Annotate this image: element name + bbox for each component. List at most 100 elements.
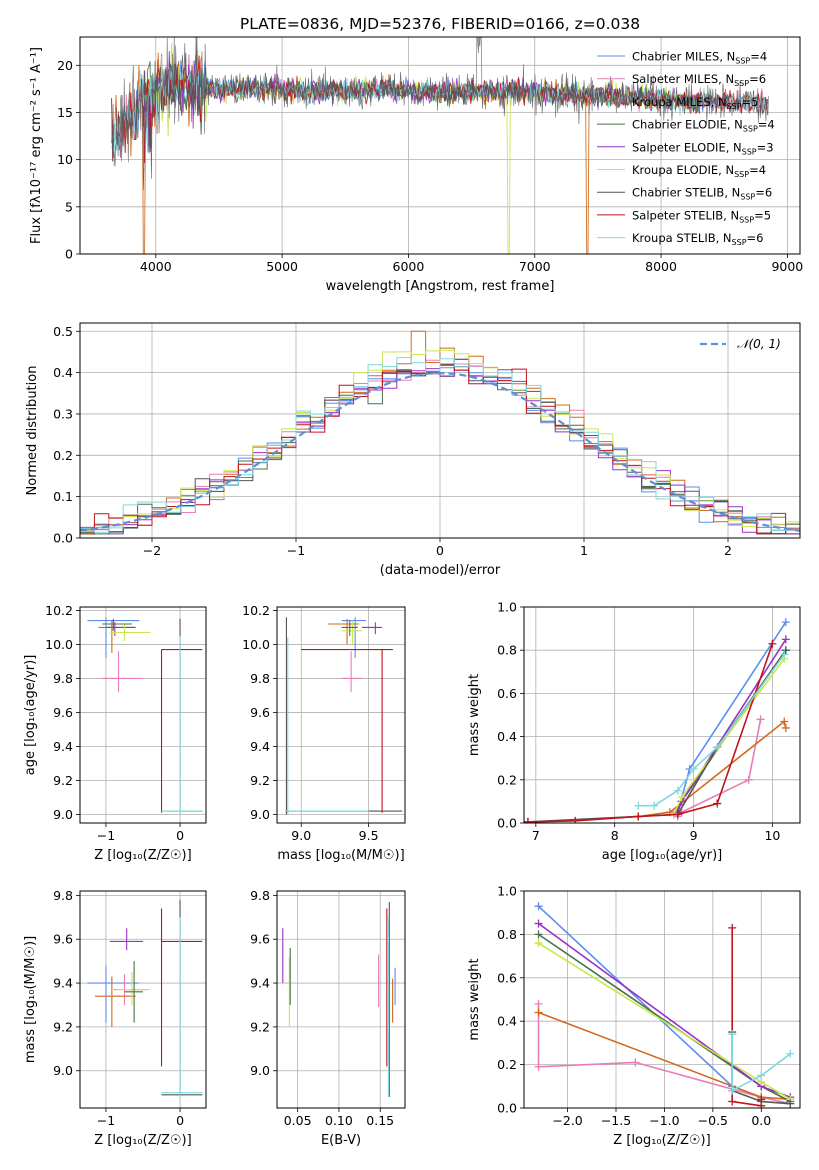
legend-entry: Kroupa ELODIE, NSSP=4 bbox=[632, 163, 766, 179]
series-point bbox=[634, 801, 643, 810]
chart-massweight_vs_age: 7 8 9 10 0.0 0.2 0.4 0.6 0.8 1.0 age [log₁₀(age/yr… bbox=[467, 600, 801, 863]
legend-text: Kroupa STELIB, N bbox=[632, 231, 732, 245]
y-axis-label: Flux [fλ10⁻¹⁷ erg cm⁻² s⁻¹ A⁻¹] bbox=[29, 47, 44, 244]
plot-area bbox=[524, 618, 790, 823]
x-tick-label: 8000 bbox=[645, 259, 677, 274]
legend-suffix: =3 bbox=[757, 140, 774, 154]
legend-text: Kroupa ELODIE, N bbox=[632, 163, 734, 177]
normal-curve bbox=[80, 371, 800, 532]
line-series-salpeter_stelib bbox=[524, 639, 777, 823]
y-tick-label: 9.6 bbox=[250, 705, 270, 720]
legend-sub: SSP bbox=[732, 238, 747, 247]
legend-sub: SSP bbox=[727, 102, 742, 111]
y-tick-label: 9.2 bbox=[250, 1019, 270, 1034]
plot-area bbox=[87, 899, 203, 1098]
legend-suffix: =4 bbox=[750, 50, 767, 64]
y-tick-label: 10.2 bbox=[242, 603, 270, 618]
series-point bbox=[786, 1099, 795, 1108]
axes-frame bbox=[523, 606, 801, 824]
series-point bbox=[768, 639, 777, 648]
chart-mass_vs_Z: −1 0 9.0 9.2 9.4 9.6 9.8 Z [log₁₀(Z/Z☉)] mass [l… bbox=[23, 888, 207, 1148]
x-tick-label: 2 bbox=[724, 543, 732, 558]
gridlines bbox=[277, 607, 405, 823]
series-point bbox=[534, 902, 543, 911]
y-tick-label: 10.0 bbox=[242, 637, 270, 652]
x-tick-label: 0.15 bbox=[366, 1113, 394, 1128]
legend-entry: Chabrier ELODIE, NSSP=4 bbox=[632, 118, 775, 134]
x-tick-label: −1 bbox=[97, 828, 115, 843]
axes-frame bbox=[523, 890, 801, 1109]
legend-suffix: =5 bbox=[742, 95, 759, 109]
x-tick-label: 9.0 bbox=[291, 828, 311, 843]
legend-text: Salpeter STELIB, N bbox=[632, 208, 739, 222]
plot-area bbox=[285, 617, 403, 815]
plot-area bbox=[534, 902, 795, 1108]
line-series-kroupa_stelib bbox=[634, 650, 789, 810]
x-tick-label: 0 bbox=[436, 543, 444, 558]
x-tick-label: −1 bbox=[97, 1113, 115, 1128]
series-point bbox=[534, 1062, 543, 1071]
chart-age_vs_Z: −1 0 9.0 9.2 9.4 9.6 9.8 10.0 10.2 Z [log₁₀(Z/Z☉)… bbox=[23, 603, 207, 863]
legend-sub: SSP bbox=[734, 79, 749, 88]
x-axis-label: E(B-V) bbox=[321, 1133, 361, 1148]
series-point bbox=[534, 1008, 543, 1017]
legend-entry: Chabrier MILES, NSSP=4 bbox=[632, 50, 767, 66]
series-point bbox=[634, 812, 643, 821]
x-tick-label: −1.5 bbox=[601, 1113, 631, 1128]
y-tick-label: 15 bbox=[57, 105, 73, 120]
series-point bbox=[728, 1097, 737, 1106]
series-point bbox=[673, 786, 682, 795]
chart-mass_vs_ebv: 0.05 0.10 0.15 9.0 9.2 9.4 9.6 9.8 E(B-V) bbox=[250, 888, 406, 1148]
series-point bbox=[757, 1095, 766, 1104]
x-axis-label: Z [log₁₀(Z/Z☉)] bbox=[613, 1133, 710, 1148]
x-tick-label: 7000 bbox=[519, 259, 551, 274]
plot-area bbox=[111, 37, 769, 254]
x-axis-label: wavelength [Angstrom, rest frame] bbox=[326, 279, 555, 294]
y-tick-label: 0.6 bbox=[497, 686, 517, 701]
errorbar-salpeter_stelib bbox=[160, 908, 203, 1067]
y-tick-label: 10.2 bbox=[45, 603, 73, 618]
x-tick-label: 0 bbox=[176, 1113, 184, 1128]
legend-text: Chabrier MILES, N bbox=[632, 50, 735, 64]
x-tick-label: 1 bbox=[580, 543, 588, 558]
y-tick-label: 0 bbox=[65, 247, 73, 262]
series-point bbox=[780, 717, 789, 726]
x-axis-label: Z [log₁₀(Z/Z☉)] bbox=[94, 1133, 191, 1148]
x-tick-label: −2.0 bbox=[552, 1113, 582, 1128]
y-tick-label: 9.0 bbox=[53, 1063, 73, 1078]
legend-entry: Salpeter ELODIE, NSSP=3 bbox=[632, 140, 774, 156]
x-tick-label: 0.10 bbox=[325, 1113, 353, 1128]
y-tick-label: 9.2 bbox=[53, 773, 73, 788]
chart-age_vs_mass: 9.0 9.5 9.0 9.2 9.4 9.6 9.8 10.0 10.2 mass [log₁₀… bbox=[242, 603, 406, 863]
gridlines bbox=[277, 891, 405, 1108]
x-tick-label: 5000 bbox=[266, 259, 298, 274]
y-tick-label: 9.4 bbox=[53, 739, 73, 754]
axes-frame bbox=[79, 322, 801, 539]
plot-area bbox=[87, 617, 203, 815]
series-point bbox=[728, 923, 737, 932]
series-line bbox=[527, 643, 774, 823]
errorbar-salpeter_elodie bbox=[109, 928, 143, 951]
legend-suffix: =4 bbox=[749, 163, 766, 177]
series-point bbox=[689, 765, 698, 773]
errorbar-kroupa_stelib bbox=[161, 635, 203, 815]
x-tick-label: −0.5 bbox=[698, 1113, 728, 1128]
line-series-kroupa_miles bbox=[634, 717, 790, 821]
figure-title: PLATE=0836, MJD=52376, FIBERID=0166, z=0… bbox=[240, 15, 640, 33]
series-point bbox=[534, 999, 543, 1008]
series-point bbox=[781, 635, 790, 644]
y-tick-label: 9.2 bbox=[53, 1019, 73, 1034]
series-point bbox=[650, 801, 659, 810]
legend-sub: SSP bbox=[742, 147, 757, 156]
legend-suffix: =6 bbox=[747, 231, 764, 245]
errorbar-kroupa_stelib bbox=[285, 637, 369, 815]
x-tick-label: 9000 bbox=[771, 259, 803, 274]
legend-entry: Chabrier STELIB, NSSP=6 bbox=[632, 186, 772, 202]
y-tick-label: 9.4 bbox=[250, 976, 270, 991]
y-tick-label: 0.4 bbox=[497, 729, 517, 744]
y-tick-label: 9.8 bbox=[250, 671, 270, 686]
x-tick-label: −1.0 bbox=[649, 1113, 679, 1128]
legend-entry: Kroupa MILES, NSSP=5 bbox=[632, 95, 758, 111]
y-tick-label: 9.2 bbox=[250, 773, 270, 788]
